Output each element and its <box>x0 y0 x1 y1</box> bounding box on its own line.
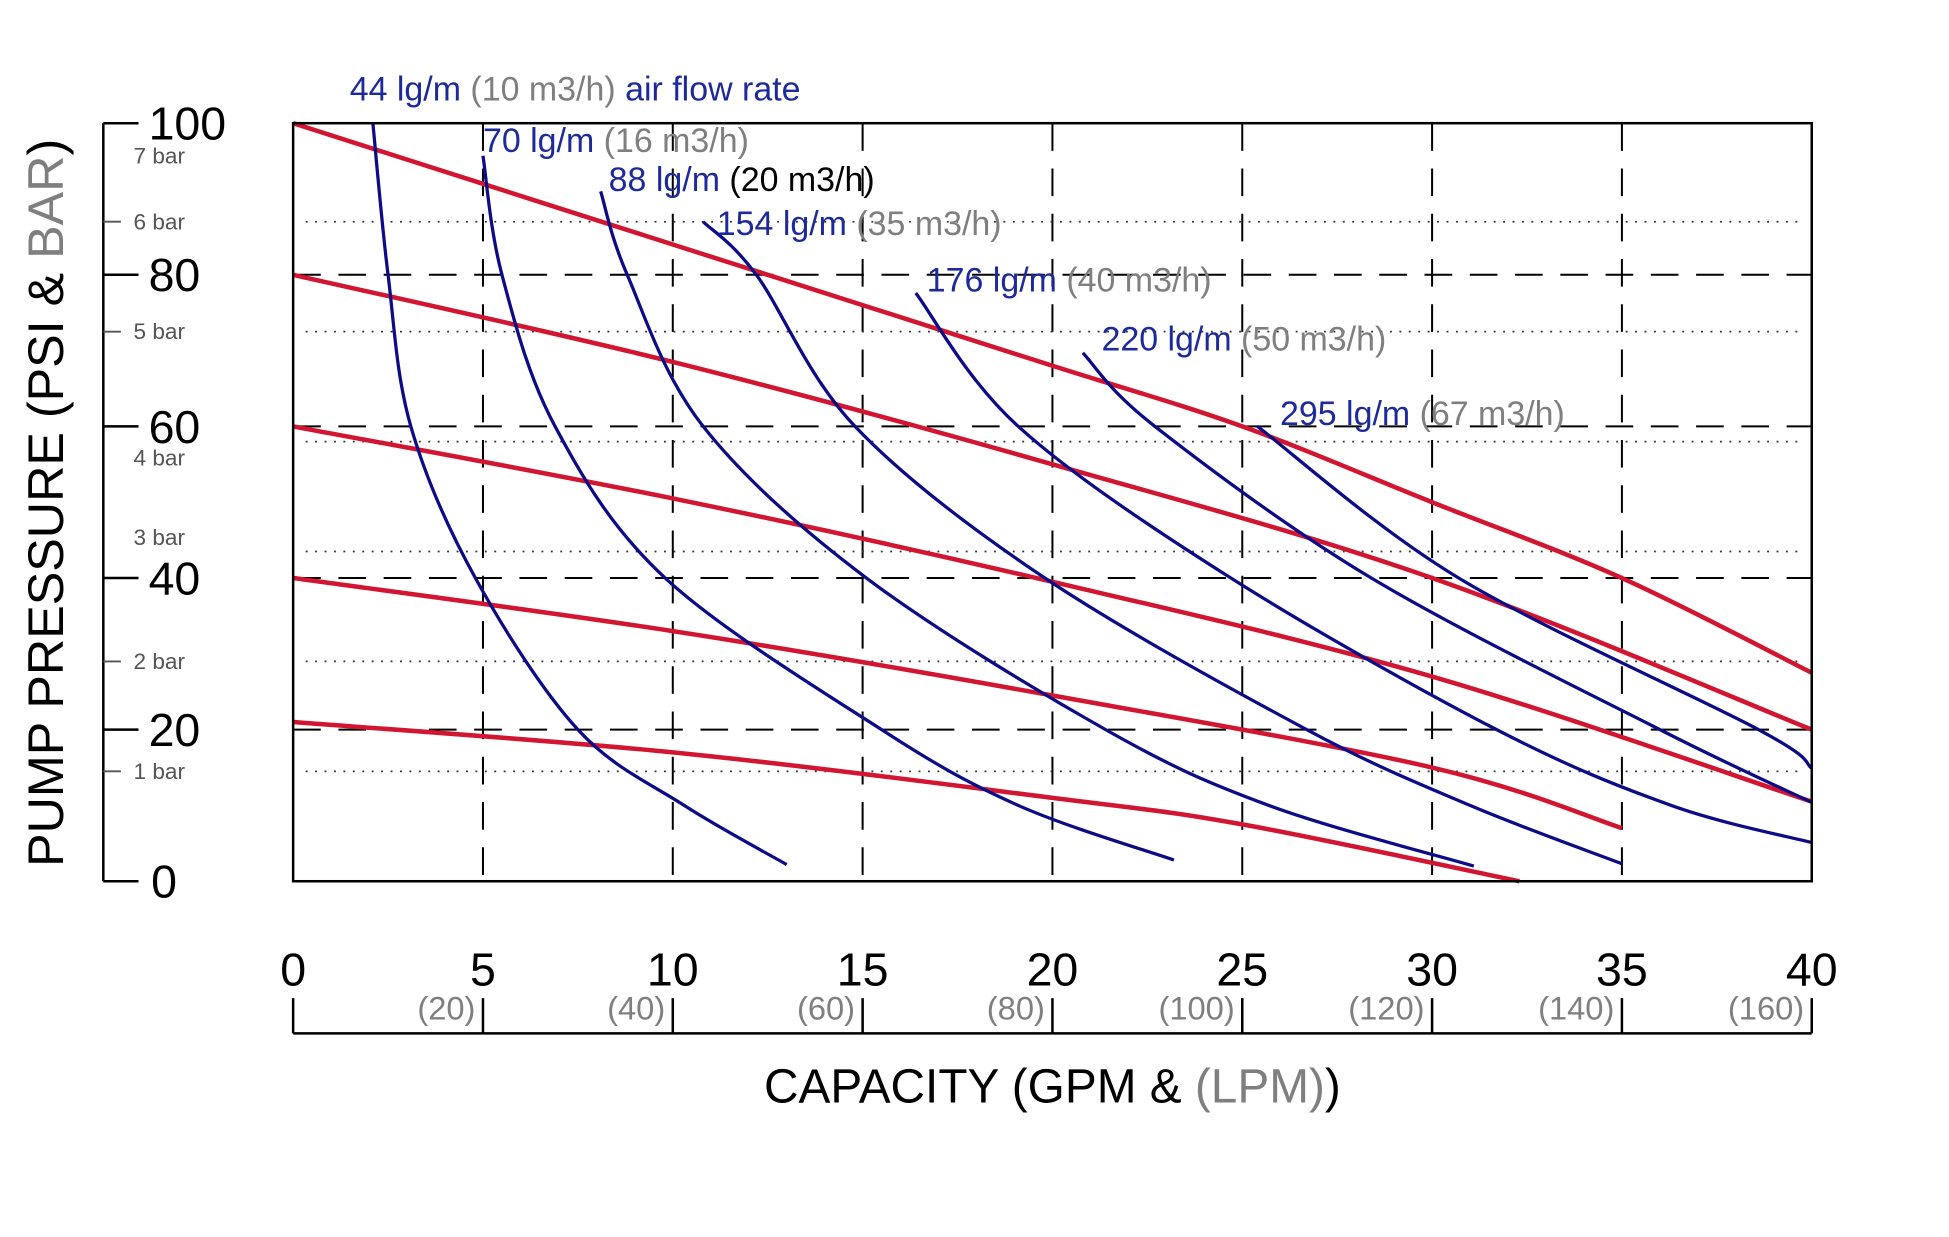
pressure-curve <box>292 272 1813 732</box>
bar-tick-label: 1 bar <box>133 759 185 784</box>
air-flow-m3h: (16 m3/h) <box>594 122 749 160</box>
lpm-tick-label: (160) <box>1728 990 1804 1027</box>
curves <box>292 121 1813 884</box>
air-flow-label: 44 lg/m (10 m3/h) air flow rate <box>350 71 801 109</box>
air-flow-label: 154 lg/m (35 m3/h) <box>717 205 1002 243</box>
lpm-tick-label: (140) <box>1538 990 1614 1027</box>
y-tick-label: 60 <box>149 401 201 453</box>
air-flow-label: 220 lg/m (50 m3/h) <box>1101 321 1386 359</box>
x-tick-label: 0 <box>280 944 306 996</box>
pressure-curve <box>292 719 1520 884</box>
bar-tick-label: 6 bar <box>133 209 185 234</box>
y-tick-label: 40 <box>149 552 201 604</box>
y-tick-label: 20 <box>149 704 201 756</box>
lpm-tick-label: (100) <box>1158 990 1234 1027</box>
curve-labels: 44 lg/m (10 m3/h) air flow rate 70 lg/m (… <box>350 71 1565 433</box>
x-tick-label: 35 <box>1596 944 1648 996</box>
x-tick-label: 20 <box>1027 944 1079 996</box>
air-flow-value: 154 lg/m <box>717 205 847 243</box>
bar-tick-label: 3 bar <box>133 525 185 550</box>
y-tick-label: 0 <box>151 856 177 908</box>
x-tick-label: 10 <box>647 944 699 996</box>
y-tick-label: 100 <box>149 98 227 150</box>
bar-tick-label: 5 bar <box>133 319 185 344</box>
lpm-tick-label: (120) <box>1348 990 1424 1027</box>
air-flow-label: 88 lg/m (20 m3/h) <box>609 161 875 199</box>
pressure-curve <box>292 575 1623 831</box>
air-flow-value: 88 lg/m <box>609 161 720 199</box>
air-flow-value: 176 lg/m <box>927 262 1057 300</box>
air-flow-curve <box>1081 351 1813 804</box>
air-flow-curve <box>702 220 1623 866</box>
x-tick-label: 15 <box>837 944 889 996</box>
y-axis-title: PUMP PRESSURE (PSI & BAR) <box>17 139 74 867</box>
x-tick-label: 30 <box>1406 944 1458 996</box>
air-flow-m3h: (10 m3/h) <box>461 71 616 109</box>
lpm-tick-label: (80) <box>987 990 1045 1027</box>
air-flow-m3h: (40 m3/h) <box>1057 262 1212 300</box>
pressure-curve <box>292 121 1813 675</box>
lpm-tick-label: (60) <box>797 990 855 1027</box>
air-flow-value: 295 lg/m <box>1280 395 1410 433</box>
air-flow-m3h: (20 m3/h) <box>720 161 875 199</box>
air-flow-m3h: (67 m3/h) <box>1410 395 1565 433</box>
air-flow-curve <box>914 292 1813 845</box>
lpm-tick-label: (20) <box>417 990 475 1027</box>
air-flow-curve <box>481 155 1175 862</box>
x-tick-label: 40 <box>1786 944 1838 996</box>
air-flow-value: 220 lg/m <box>1101 321 1231 359</box>
air-flow-m3h: (50 m3/h) <box>1232 321 1387 359</box>
lpm-tick-label: (40) <box>607 990 665 1027</box>
air-flow-curve <box>1256 425 1813 770</box>
grid <box>293 123 1812 882</box>
y-tick-label: 80 <box>149 249 201 301</box>
air-flow-value: 44 lg/m <box>350 71 461 109</box>
air-flow-m3h: (35 m3/h) <box>847 205 1002 243</box>
pressure-curve <box>292 424 1813 804</box>
air-flow-label: 295 lg/m (67 m3/h) <box>1280 395 1565 433</box>
bar-tick-label: 7 bar <box>133 143 185 168</box>
air-flow-caption: air flow rate <box>616 71 801 109</box>
air-flow-curve <box>599 190 1475 868</box>
x-axis-title: CAPACITY (GPM & (LPM)) <box>764 1060 1341 1113</box>
plot-frame <box>291 121 1813 883</box>
x-tick-label: 5 <box>470 944 496 996</box>
bar-tick-label: 2 bar <box>133 649 185 674</box>
bar-tick-label: 4 bar <box>133 445 185 470</box>
air-flow-curve <box>371 123 788 866</box>
air-flow-value: 70 lg/m <box>483 122 594 160</box>
x-tick-label: 25 <box>1216 944 1268 996</box>
air-flow-label: 70 lg/m (16 m3/h) <box>483 122 749 160</box>
air-flow-label: 176 lg/m (40 m3/h) <box>927 262 1212 300</box>
